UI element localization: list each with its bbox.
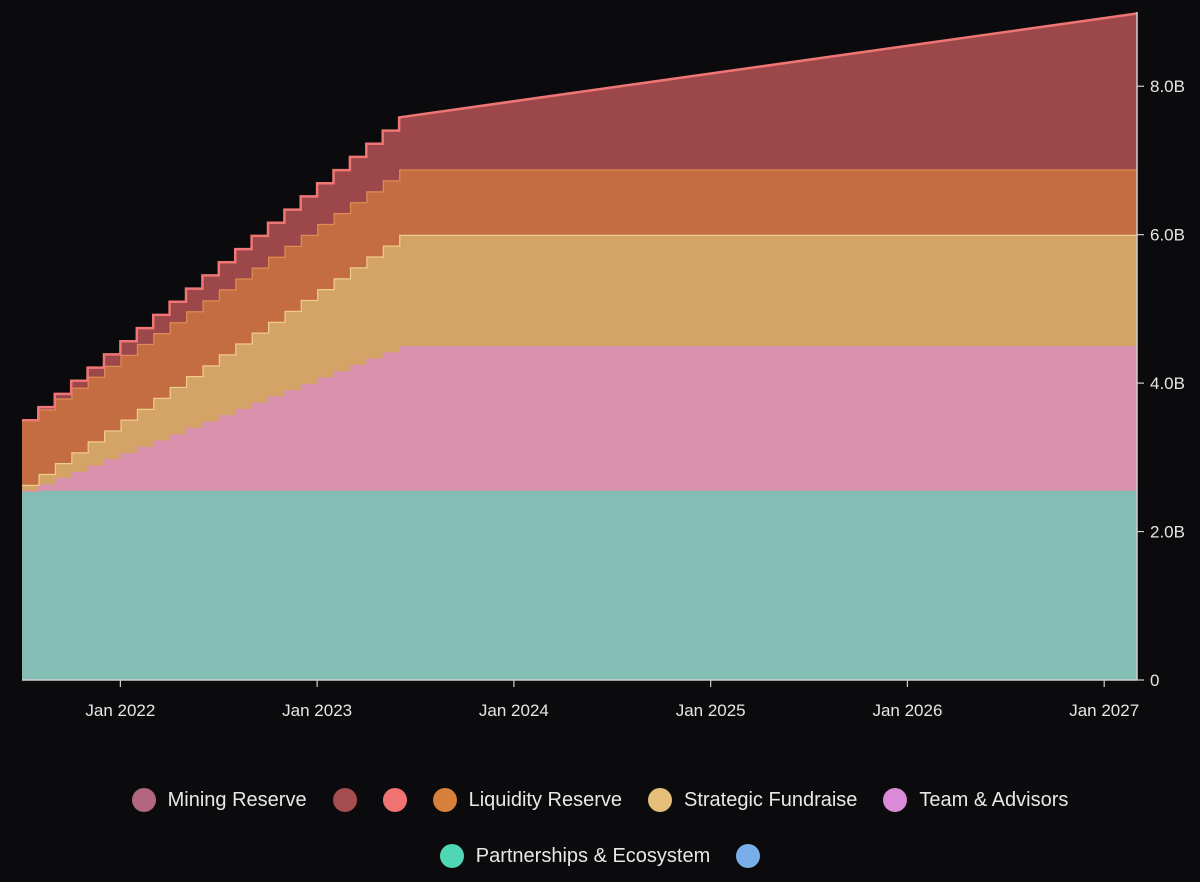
x-tick-label: Jan 2027 xyxy=(1069,701,1139,720)
legend-item[interactable] xyxy=(382,788,407,812)
stacked-area-chart: Jan 2022 Jan 2023 Jan 2024 Jan 2025 Jan 2026… xyxy=(22,12,1185,720)
legend-swatch-icon xyxy=(648,788,672,812)
y-tick-label: 8.0B xyxy=(1150,77,1185,96)
legend-item[interactable]: Liquidity Reserve xyxy=(432,788,622,812)
legend-label: Mining Reserve xyxy=(167,788,307,811)
legend-item[interactable]: Team & Advisors xyxy=(883,788,1068,812)
legend-row-2: Partnerships & Ecosystem xyxy=(0,844,1200,868)
area-partnerships-ecosystem xyxy=(22,490,1137,680)
x-tick-label: Jan 2024 xyxy=(479,701,549,720)
x-tick-label: Jan 2023 xyxy=(282,701,352,720)
legend-item[interactable] xyxy=(332,788,357,812)
legend-label: Partnerships & Ecosystem xyxy=(475,844,711,867)
area-liquidity-reserve xyxy=(22,169,1137,485)
area-strategic-fundraise xyxy=(22,234,1137,491)
legend-item[interactable] xyxy=(736,844,761,868)
legend-label: Liquidity Reserve xyxy=(468,788,622,811)
legend-label: Team & Advisors xyxy=(919,788,1069,811)
area-series-4 xyxy=(22,13,1137,421)
legend-item[interactable]: Partnerships & Ecosystem xyxy=(439,844,711,868)
x-tick-label: Jan 2026 xyxy=(872,701,942,720)
legend-swatch-icon xyxy=(382,788,407,812)
legend-item[interactable]: Strategic Fundraise xyxy=(648,788,857,812)
y-tick-label: 4.0B xyxy=(1150,374,1185,393)
legend-swatch-icon xyxy=(332,788,357,812)
legend-label: Strategic Fundraise xyxy=(684,788,858,811)
legend-swatch-icon xyxy=(432,788,457,812)
legend-swatch-icon xyxy=(736,844,761,868)
y-tick-label: 2.0B xyxy=(1150,523,1185,542)
x-tick-label: Jan 2022 xyxy=(85,701,155,720)
legend-swatch-icon xyxy=(131,788,156,812)
y-tick-label: 6.0B xyxy=(1150,226,1185,245)
y-tick-label: 0 xyxy=(1150,671,1159,690)
x-tick-label: Jan 2025 xyxy=(676,701,746,720)
legend-item[interactable]: Mining Reserve xyxy=(131,788,307,812)
area-team-advisors xyxy=(22,346,1137,491)
axes: Jan 2022 Jan 2023 Jan 2024 Jan 2025 Jan 2026… xyxy=(22,12,1185,720)
area-top-line xyxy=(22,12,1138,422)
legend-swatch-icon xyxy=(883,788,908,812)
area-layers xyxy=(22,12,1138,680)
legend-swatch-icon xyxy=(439,844,464,868)
legend-row-1: Mining Reserve Liquidity Reserve Strategic… xyxy=(0,788,1200,812)
